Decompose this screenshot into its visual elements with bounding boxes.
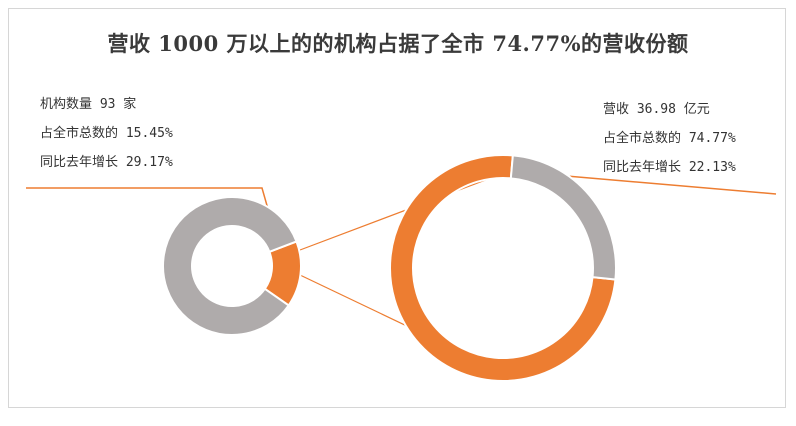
left-info-share: 占全市总数的 15.45% — [40, 126, 173, 141]
left-info-count: 机构数量 93 家 — [40, 97, 137, 112]
small-donut-slice-1 — [162, 196, 298, 336]
large-donut — [389, 154, 617, 382]
left-info-growth: 同比去年增长 29.17% — [40, 155, 173, 170]
right-info-share: 占全市总数的 74.77% — [603, 131, 736, 146]
right-info-growth: 同比去年增长 22.13% — [603, 160, 736, 175]
left-info-block: 机构数量 93 家 占全市总数的 15.45% 同比去年增长 29.17% — [40, 90, 173, 177]
right-info-revenue: 营收 36.98 亿元 — [603, 102, 710, 117]
chart-title: 营收 1000 万以上的的机构占据了全市 74.77%的营收份额 — [107, 31, 689, 56]
right-info-block: 营收 36.98 亿元 占全市总数的 74.77% 同比去年增长 22.13% — [603, 95, 736, 182]
chart-frame — [8, 8, 786, 408]
small-donut — [162, 196, 302, 336]
large-donut-slice-1 — [509, 154, 617, 281]
large-donut-slice-0 — [389, 154, 617, 382]
